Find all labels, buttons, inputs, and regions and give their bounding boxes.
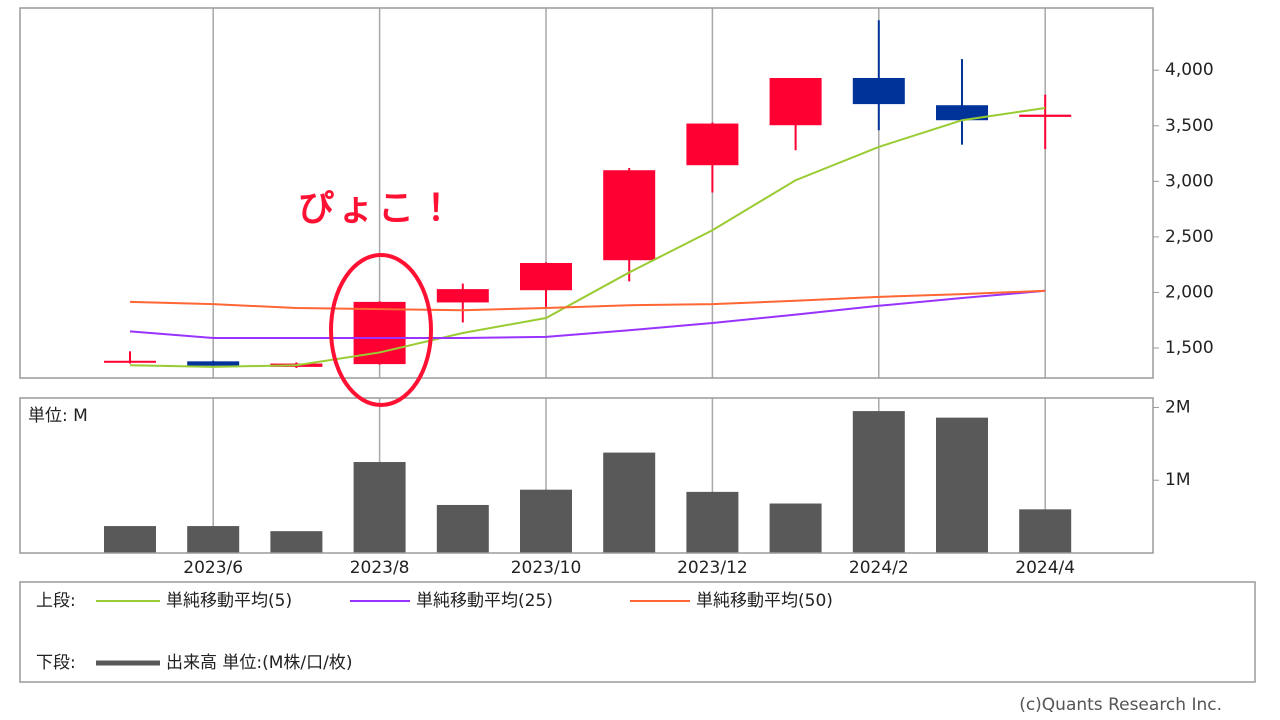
volume-bar bbox=[603, 452, 656, 553]
moving-average-line bbox=[129, 107, 1046, 368]
legend-box bbox=[19, 581, 1256, 683]
y-tick-label: 3,500 bbox=[1165, 116, 1214, 136]
candle-body bbox=[769, 78, 822, 126]
y-tick-label: 1M bbox=[1165, 470, 1190, 490]
volume-bar bbox=[936, 417, 988, 553]
legend-group-label: 上段: bbox=[36, 591, 76, 611]
legend-entry: 単純移動平均(5) bbox=[166, 591, 292, 611]
credit: (c)Quants Research Inc. bbox=[1019, 695, 1222, 715]
volume-bar bbox=[353, 462, 406, 553]
y-tick-label: 1,500 bbox=[1165, 338, 1214, 358]
candle-body bbox=[520, 263, 572, 291]
volume-bar bbox=[769, 503, 822, 553]
candle-body bbox=[104, 360, 156, 363]
volume-bar bbox=[520, 489, 572, 553]
volume-bar bbox=[270, 531, 323, 553]
candle-body bbox=[353, 301, 406, 365]
x-tick-label: 2023/12 bbox=[677, 558, 748, 578]
volume-bar bbox=[187, 526, 240, 553]
candle-body bbox=[603, 170, 656, 261]
volume-bar bbox=[104, 526, 156, 553]
y-tick-label: 2,000 bbox=[1165, 282, 1214, 302]
candle-body bbox=[852, 78, 905, 105]
volume-bar bbox=[1019, 509, 1072, 553]
upper-frame bbox=[19, 7, 1154, 379]
annotation: ぴょこ！ bbox=[298, 188, 458, 229]
candle-body bbox=[436, 289, 489, 303]
moving-average-line bbox=[129, 289, 1046, 312]
y-tick-label: 2,500 bbox=[1165, 227, 1214, 247]
legend-entry: 単純移動平均(50) bbox=[696, 591, 833, 611]
candle-body bbox=[936, 105, 988, 121]
moving-average-line bbox=[129, 289, 1046, 339]
x-tick-label: 2024/4 bbox=[1015, 558, 1075, 578]
volume-bar bbox=[852, 411, 905, 553]
plots: 1,500 2,000 2,500 3,000 3,500 4,000 2023/6 2023… bbox=[104, 8, 1214, 578]
x-tick-label: 2023/8 bbox=[350, 558, 410, 578]
legend-entry: 単純移動平均(25) bbox=[416, 591, 553, 611]
highlight-circle bbox=[329, 253, 433, 407]
candle-body bbox=[1019, 114, 1072, 117]
x-tick-label: 2023/10 bbox=[511, 558, 582, 578]
legend-entry: 出来高 単位:(M株/口/枚) bbox=[166, 653, 353, 673]
x-tick-label: 2023/6 bbox=[183, 558, 243, 578]
y-tick-label: 4,000 bbox=[1165, 60, 1214, 80]
y-tick-label: 3,000 bbox=[1165, 171, 1214, 191]
candle-body bbox=[686, 123, 739, 166]
legend-group-label: 下段: bbox=[36, 653, 76, 673]
volume-bar bbox=[686, 491, 739, 553]
y-tick-label: 2M bbox=[1165, 397, 1190, 417]
lower-frame bbox=[19, 397, 1154, 554]
volume-bar bbox=[436, 504, 489, 553]
candle-body bbox=[187, 361, 240, 366]
unit-label: 単位: M bbox=[28, 406, 88, 426]
x-tick-label: 2024/2 bbox=[849, 558, 909, 578]
